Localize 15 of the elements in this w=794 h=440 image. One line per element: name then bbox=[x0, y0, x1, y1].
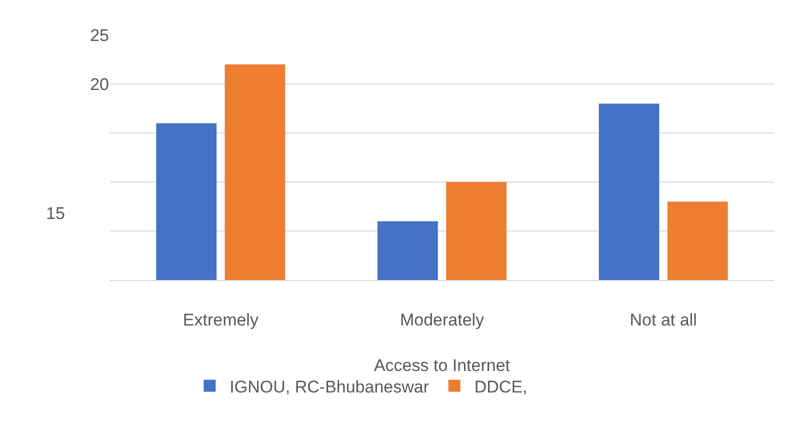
legend-label: DDCE, bbox=[474, 377, 528, 396]
bar bbox=[156, 123, 217, 280]
bar bbox=[378, 221, 438, 280]
x-tick-label: Not at all bbox=[630, 310, 697, 330]
x-tick-label: Extremely bbox=[182, 310, 259, 330]
bar bbox=[598, 104, 660, 280]
bar bbox=[446, 182, 506, 280]
y-tick-label: 25 bbox=[90, 26, 109, 45]
bar bbox=[224, 64, 286, 280]
legend-label: IGNOU, RC-Bhubaneswar bbox=[230, 377, 430, 396]
bar bbox=[667, 202, 728, 280]
y-tick-label: 20 bbox=[90, 74, 109, 94]
text: 15 bbox=[46, 204, 65, 223]
x-axis-title: Access to Internet bbox=[374, 356, 510, 375]
x-tick-label: Moderately bbox=[400, 310, 485, 330]
